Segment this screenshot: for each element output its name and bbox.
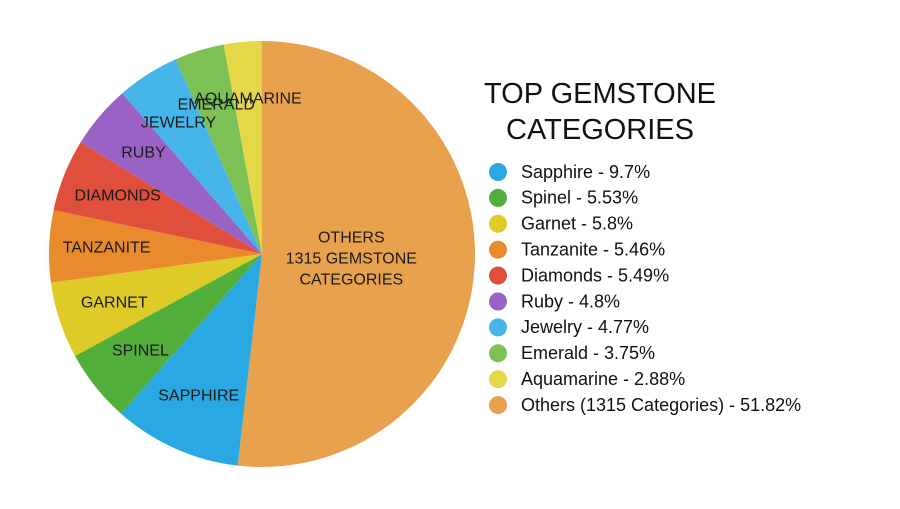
slice-label: AQUAMARINE — [194, 90, 302, 108]
legend-swatch — [489, 292, 507, 311]
legend-label: Diamonds - 5.49% — [521, 265, 669, 285]
pie-slice — [237, 41, 476, 468]
legend-swatch — [489, 370, 507, 389]
legend-label: Ruby - 4.8% — [521, 291, 620, 311]
pie-slice — [80, 93, 262, 255]
legend-swatch — [489, 396, 507, 415]
pie-slice — [75, 254, 262, 414]
legend-label: Tanzanite - 5.46% — [521, 239, 665, 259]
legend-swatch — [489, 163, 507, 181]
legend-label: Aquamarine - 2.88% — [521, 369, 685, 389]
legend-swatch — [489, 318, 507, 337]
legend-label: Sapphire - 9.7% — [521, 162, 650, 182]
pie-slice — [120, 254, 262, 466]
slice-label: GARNET — [80, 294, 148, 311]
slice-label: SAPPHIRE — [158, 387, 240, 405]
slice-label: TANZANITE — [62, 239, 151, 257]
pie-slice — [175, 44, 262, 255]
pie-slice — [53, 142, 262, 254]
legend-label: Spinel - 5.53% — [521, 188, 638, 208]
slice-label: SPINEL — [111, 342, 169, 360]
legend-label: Garnet - 5.8% — [521, 214, 633, 234]
legend-swatch — [489, 240, 507, 259]
pie-slice — [122, 59, 262, 254]
slice-label: DIAMONDS — [74, 187, 161, 205]
pie-slice — [50, 254, 263, 357]
legend-label: Emerald - 3.75% — [521, 343, 655, 363]
legend-swatch — [489, 214, 507, 233]
slice-label: OTHERS 1315 GEMSTONE CATEGORIES — [285, 229, 417, 289]
legend-swatch — [489, 344, 507, 363]
slice-label: EMERALD — [177, 96, 255, 114]
chart-title: TOP GEMSTONE CATEGORIES — [483, 78, 717, 146]
slice-label: JEWELRY — [140, 114, 217, 132]
legend-swatch — [489, 188, 507, 207]
legend-swatch — [489, 266, 507, 285]
pie-slice — [49, 210, 263, 283]
slice-label: RUBY — [121, 144, 166, 162]
pie-slice — [223, 41, 262, 254]
legend-label: Jewelry - 4.77% — [521, 317, 649, 337]
legend-label: Others (1315 Categories) - 51.82% — [521, 395, 801, 415]
